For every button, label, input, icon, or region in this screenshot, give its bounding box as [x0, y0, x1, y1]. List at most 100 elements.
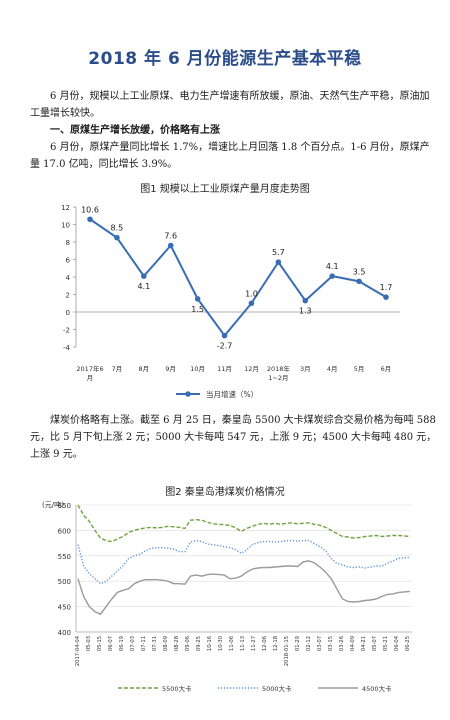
- data-point: [141, 273, 147, 279]
- x-tick-label: 1~2月: [268, 374, 288, 382]
- x-tick-label: 12-18: [273, 636, 279, 651]
- x-tick-label: 9月: [165, 365, 176, 373]
- x-tick-label: 05-07: [372, 636, 378, 651]
- series-line: [77, 560, 411, 616]
- x-tick-label: 03-07: [317, 636, 323, 651]
- y-tick-label: -4: [63, 344, 71, 352]
- data-point: [221, 332, 228, 339]
- x-tick-label: 11-13: [240, 636, 246, 651]
- data-point: [194, 296, 201, 302]
- x-tick-label: 03-15: [328, 636, 334, 651]
- series-line: [77, 539, 411, 585]
- y-tick-label: 600: [58, 527, 71, 535]
- page-title: 2018 年 6 月份能源生产基本平稳: [88, 49, 362, 69]
- data-point: [167, 242, 174, 249]
- x-tick-label: 12-06: [262, 636, 268, 651]
- section-heading: 一、原煤生产增长放缓，价格略有上涨: [50, 125, 220, 136]
- intro-paragraph: 6 月份，规模以上工业原煤、电力生产增速有所放缓，原油、天然气生产平稳，原油加工…: [30, 91, 430, 119]
- x-tick-label: 07-03: [130, 636, 136, 651]
- x-tick-label: 06-07: [108, 636, 114, 651]
- coal-price-paragraph: 煤炭价格略有上涨。截至 6 月 25 日，秦皇岛 5500 大卡煤炭综合交易价格…: [30, 415, 437, 460]
- figure1-title: 图1 规模以上工业原煤产量月度走势图: [140, 184, 310, 195]
- x-tick-label: 07-11: [141, 636, 147, 651]
- data-point: [329, 273, 335, 279]
- section-paragraph: 6 月份，原煤产量同比增长 1.7%，增速比上月回落 1.8 个百分点。1-6 …: [30, 142, 430, 170]
- y-tick-label: 400: [58, 629, 71, 637]
- y-tick-label: 10: [61, 222, 70, 230]
- data-point: [302, 297, 309, 304]
- x-tick-label: 08-09: [163, 636, 169, 651]
- data-label: 7.6: [164, 232, 177, 241]
- x-tick-label: 09-25: [196, 636, 202, 651]
- x-tick-label: 2017年6: [76, 364, 103, 373]
- x-tick-label: 月: [87, 374, 94, 382]
- y-tick-label: 12: [61, 204, 70, 212]
- y-axis-unit: (元/吨): [42, 500, 64, 509]
- x-tick-label: 10月: [190, 365, 205, 373]
- x-tick-label: 7月: [112, 365, 123, 373]
- y-tick-label: 8: [66, 239, 70, 247]
- legend-label: 4500大卡: [362, 684, 392, 693]
- coal-price-chart: (元/吨)650 600 550 500 450 400 2017-04-04 05-03 05…: [42, 500, 412, 693]
- x-tick-label: 2018年: [267, 364, 291, 373]
- data-label: 1.7: [380, 283, 393, 292]
- x-tick-label: 10-16: [207, 636, 213, 651]
- y-tick-label: 550: [58, 553, 71, 561]
- y-tick-label: 500: [58, 578, 71, 586]
- x-tick-label: 03-26: [339, 636, 345, 651]
- data-label: 3.5: [353, 267, 366, 276]
- figure2-title: 图2 秦皇岛港煤炭价格情况: [165, 487, 285, 498]
- x-tick-label: 05-21: [383, 636, 389, 651]
- data-label: 4.1: [137, 282, 150, 291]
- x-tick-label: 07-31: [152, 636, 158, 651]
- legend-label: 5500大卡: [162, 684, 192, 693]
- data-point: [248, 300, 255, 307]
- data-label: 10.6: [81, 205, 99, 214]
- x-tick-label: 02-12: [306, 636, 312, 651]
- x-tick-label: 05-15: [97, 636, 103, 651]
- x-tick-label: 06-19: [119, 636, 125, 651]
- x-tick-label: 09-06: [185, 636, 191, 651]
- x-tick-label: 04-21: [361, 636, 367, 651]
- data-label: -2.7: [217, 342, 233, 351]
- x-tick-label: 05-03: [86, 636, 92, 651]
- x-tick-label: 2017-04-04: [75, 635, 81, 666]
- x-tick-label: 4月: [327, 365, 338, 373]
- x-tick-label: 8月: [138, 365, 149, 373]
- x-tick-label: 11月: [217, 365, 232, 373]
- y-tick-label: 6: [66, 257, 71, 265]
- x-tick-label: 12月: [244, 365, 259, 373]
- x-tick-label: 06-25: [405, 636, 411, 651]
- coal-output-chart: 12 10 8 6 4 2 0 -2 -4 10.6 8.5 4.1 7.6 1.5 -2.7 1.0 5.7 1…: [61, 204, 400, 399]
- x-tick-label: 2018-01-15: [284, 636, 290, 666]
- y-tick-label: 450: [58, 604, 71, 612]
- x-tick-label: 01-29: [295, 636, 301, 651]
- data-label: 5.7: [272, 248, 285, 257]
- x-tick-label: 10-30: [218, 636, 224, 651]
- series-line: [77, 504, 411, 543]
- data-label: 4.1: [326, 262, 339, 271]
- y-tick-label: 650: [58, 502, 71, 510]
- data-point: [356, 278, 362, 285]
- data-label: 1.0: [245, 289, 258, 298]
- y-tick-label: 0: [66, 309, 70, 317]
- legend-marker: [185, 391, 191, 397]
- x-tick-label: 08-28: [174, 636, 180, 651]
- data-label: 1.3: [299, 307, 312, 316]
- y-tick-label: 2: [66, 292, 70, 300]
- x-tick-label: 06-04: [394, 635, 400, 651]
- y-tick-label: -2: [63, 327, 70, 335]
- data-label: 8.5: [111, 224, 124, 233]
- legend-label: 5000大卡: [262, 684, 292, 693]
- x-tick-label: 5月: [354, 365, 365, 373]
- x-tick-label: 11-06: [229, 636, 235, 651]
- x-tick-label: 04-09: [350, 636, 356, 651]
- data-point: [114, 234, 120, 241]
- data-label: 1.5: [191, 305, 204, 314]
- data-point: [87, 216, 93, 223]
- y-tick-label: 4: [66, 274, 71, 282]
- series-line: [89, 218, 387, 338]
- legend-label: 当月增速（%）: [206, 389, 258, 399]
- data-point: [275, 259, 282, 265]
- data-point: [383, 294, 389, 300]
